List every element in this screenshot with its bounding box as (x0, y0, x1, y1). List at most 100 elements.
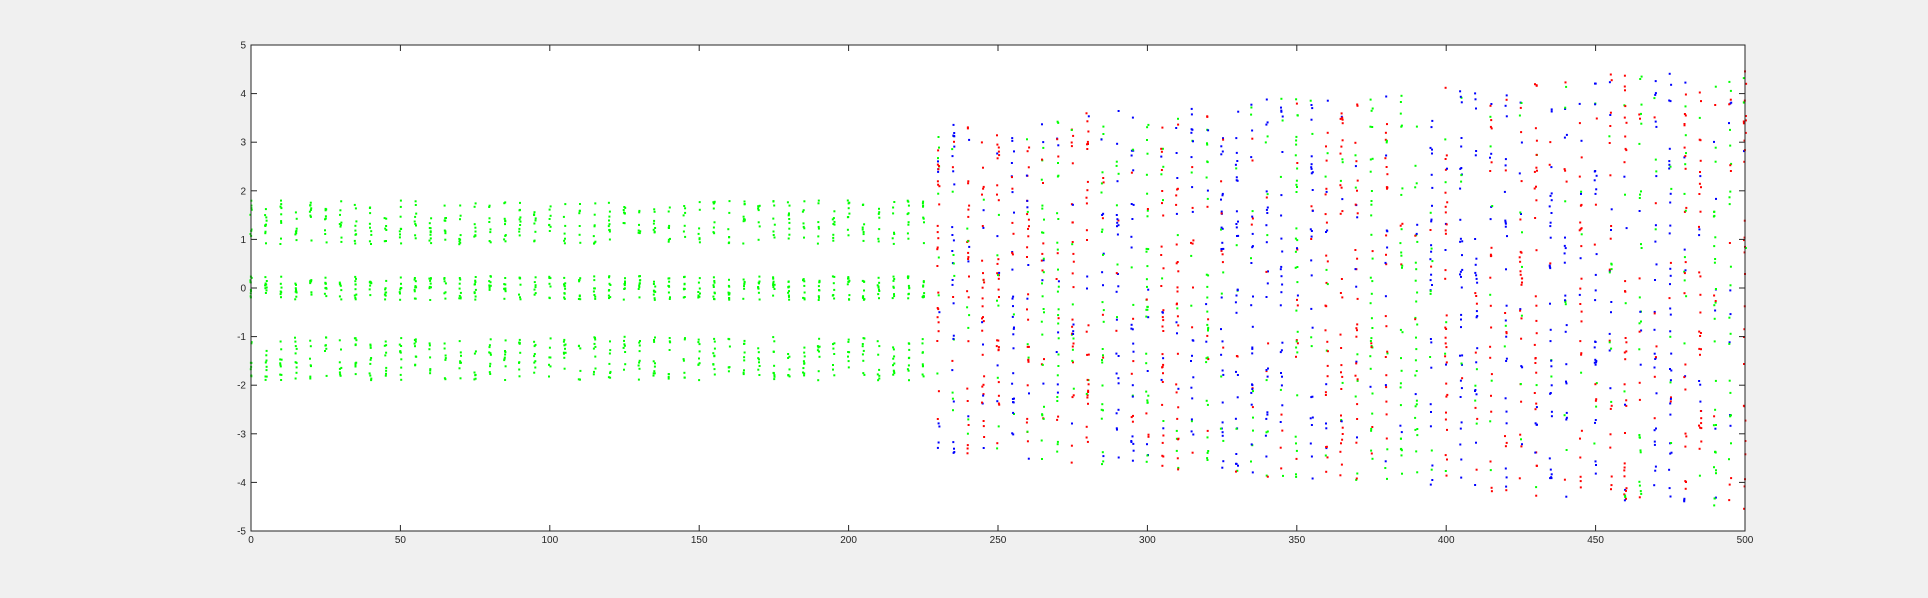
data-point-blue (1504, 158, 1507, 161)
data-point-green (594, 338, 597, 341)
data-point-green (1057, 314, 1060, 317)
data-point-green (1714, 236, 1717, 239)
data-point-red (1087, 353, 1090, 356)
data-point-green (712, 295, 715, 298)
data-point-green (1714, 379, 1717, 382)
data-point-blue (1460, 101, 1463, 104)
data-point-red (1386, 187, 1388, 190)
data-point-green (817, 221, 820, 224)
data-point-red (1190, 241, 1192, 244)
data-point-blue (1252, 295, 1254, 298)
data-point-green (428, 285, 431, 288)
data-point-green (1219, 427, 1222, 430)
data-point-red (1401, 222, 1404, 225)
data-point-green (1282, 474, 1284, 477)
data-point-red (1504, 312, 1507, 314)
data-point-green (488, 285, 491, 288)
data-point-green (652, 222, 655, 225)
data-point-green (742, 371, 745, 374)
data-point-red (1580, 320, 1583, 323)
data-point-green (1266, 135, 1269, 138)
data-point-green (429, 282, 432, 285)
data-point-red (1625, 487, 1628, 490)
data-point-green (622, 298, 625, 301)
data-point-blue (1594, 419, 1597, 421)
data-point-red (1579, 475, 1582, 478)
data-point-green (368, 207, 371, 209)
data-point-red (1087, 130, 1090, 133)
data-point-green (654, 362, 656, 365)
data-point-green (1177, 117, 1179, 120)
data-point-green (1713, 214, 1716, 217)
data-point-blue (1505, 304, 1508, 307)
data-point-blue (1131, 459, 1134, 462)
data-point-blue (1445, 363, 1447, 366)
axis-ticks (250, 44, 1746, 532)
data-point-green (1056, 450, 1059, 453)
data-point-green (385, 366, 388, 369)
data-point-red (1490, 394, 1492, 397)
data-point-green (370, 357, 373, 359)
data-point-green (1713, 497, 1716, 500)
data-point-red (1490, 490, 1493, 493)
data-point-blue (1430, 173, 1433, 176)
data-point-green (592, 235, 595, 238)
data-point-green (592, 347, 595, 350)
data-point-red (1638, 381, 1641, 384)
data-point-green (473, 378, 476, 381)
data-point-red (1625, 489, 1627, 492)
data-point-green (833, 223, 836, 226)
data-point-green (1145, 390, 1148, 393)
data-point-blue (953, 183, 956, 186)
data-point-blue (1220, 296, 1223, 299)
data-point-red (967, 296, 970, 299)
data-point-green (504, 240, 507, 243)
data-point-green (862, 298, 865, 301)
data-point-blue (1356, 436, 1358, 439)
data-point-green (294, 340, 297, 343)
data-point-green (921, 202, 924, 205)
data-point-red (1071, 396, 1074, 399)
data-point-green (698, 362, 701, 365)
data-point-green (773, 236, 776, 239)
data-point-green (563, 352, 565, 355)
data-point-green (772, 276, 775, 279)
data-point-red (1638, 113, 1641, 116)
data-point-green (474, 279, 477, 282)
data-point-green (652, 283, 655, 285)
data-point-blue (1207, 129, 1210, 132)
data-point-red (1325, 145, 1327, 148)
data-point-green (788, 298, 791, 301)
data-point-blue (1548, 457, 1551, 460)
data-point-red (1326, 131, 1329, 134)
data-point-green (429, 356, 432, 359)
data-point-red (1670, 396, 1672, 399)
data-point-green (1057, 162, 1059, 164)
data-point-green (818, 289, 821, 292)
data-point-green (1370, 109, 1373, 112)
data-point-red (1700, 427, 1703, 430)
data-point-green (698, 277, 701, 280)
data-point-red (966, 127, 969, 130)
data-point-red (1086, 440, 1089, 443)
data-point-blue (1176, 332, 1178, 335)
data-point-green (280, 220, 283, 223)
data-point-blue (1490, 152, 1493, 155)
data-point-blue (1192, 433, 1195, 436)
data-point-blue (1610, 208, 1613, 211)
data-point-green (488, 217, 491, 220)
data-point-blue (951, 234, 954, 236)
data-point-blue (1653, 440, 1656, 443)
data-point-green (340, 221, 343, 224)
data-point-red (1653, 116, 1656, 119)
data-point-red (1385, 374, 1388, 377)
data-point-red (966, 400, 969, 402)
data-point-red (1475, 302, 1478, 305)
data-point-red (1608, 268, 1611, 271)
data-point-blue (1130, 149, 1133, 152)
data-point-red (1444, 205, 1447, 208)
data-point-green (429, 368, 432, 371)
data-point-green (787, 280, 790, 283)
data-point-red (1355, 441, 1358, 444)
data-point-green (1222, 439, 1225, 442)
